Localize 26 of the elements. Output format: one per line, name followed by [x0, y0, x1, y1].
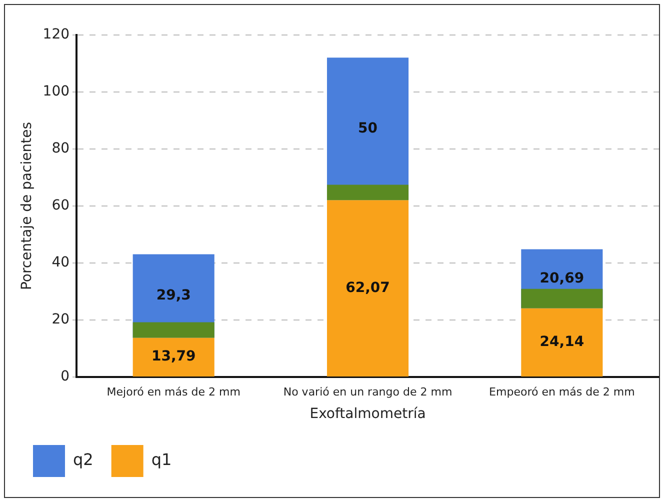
legend-label: q1 [151, 450, 172, 470]
data-label: 20,69 [540, 270, 584, 286]
bar [521, 308, 603, 376]
x-tick-label: Empeoró en más de 2 mm [489, 385, 635, 398]
y-tick-label: 120 [42, 26, 70, 43]
bar [132, 338, 214, 376]
y-axis-title: Porcentaje de pacientes [19, 122, 36, 290]
x-tick-label: Mejoró en más de 2 mm [106, 385, 240, 398]
y-tick-label: 20 [52, 312, 70, 328]
bar [132, 322, 214, 338]
x-axis-title: Exoftalmometría [310, 406, 426, 422]
bar [326, 200, 409, 376]
y-tick-label: 80 [52, 140, 70, 157]
data-label: 50 [358, 120, 378, 136]
y-tick-label: 0 [60, 368, 70, 385]
legend-label: q2 [73, 450, 94, 470]
y-tick-label: 60 [52, 198, 70, 214]
data-label: 24,14 [540, 334, 584, 350]
data-label: 13,79 [151, 348, 196, 365]
data-label: 62,07 [346, 280, 390, 296]
y-tick-label: 40 [52, 254, 70, 271]
y-tick-label: 100 [42, 84, 70, 100]
data-label: 29,3 [156, 288, 191, 304]
bar [326, 184, 409, 200]
bar [521, 288, 603, 308]
x-tick-label: No varió en un rango de 2 mm [283, 385, 452, 398]
